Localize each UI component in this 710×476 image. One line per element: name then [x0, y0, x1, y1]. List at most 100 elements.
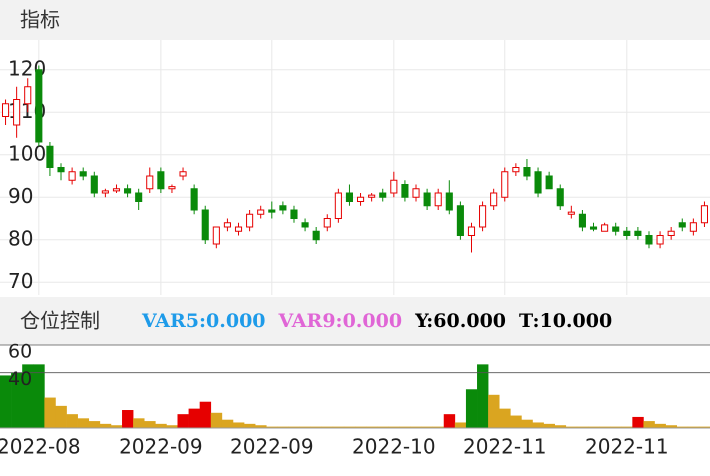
- bar: [232, 422, 245, 428]
- bar: [244, 423, 256, 428]
- candle-body: [601, 224, 609, 232]
- candle-body: [368, 194, 376, 198]
- bar: [632, 416, 644, 428]
- x-tick-label: 2022-10: [352, 435, 436, 459]
- bar: [188, 408, 200, 428]
- candle-body: [390, 179, 398, 194]
- candle-body: [645, 235, 653, 245]
- bar: [122, 410, 134, 428]
- bar: [199, 401, 212, 428]
- bar: [532, 422, 544, 428]
- candle-body: [223, 222, 231, 228]
- bar: [299, 426, 311, 428]
- bar: [155, 423, 167, 428]
- bar: [499, 408, 511, 428]
- bar: [255, 425, 267, 428]
- indicator-bar: [0, 297, 710, 345]
- candle-body: [279, 205, 287, 211]
- candle-body: [201, 209, 209, 241]
- candle-body: [445, 192, 453, 211]
- candle-body: [68, 171, 76, 181]
- bar: [477, 364, 489, 428]
- candle-body: [634, 230, 642, 236]
- bar: [210, 412, 223, 428]
- y-tick-label: 60: [8, 341, 32, 363]
- x-tick-label: 2022-09: [230, 435, 314, 459]
- candle-body: [46, 145, 54, 168]
- bar: [576, 426, 589, 428]
- candle-body: [678, 222, 686, 228]
- candle-body: [124, 188, 132, 194]
- candle-body: [135, 192, 143, 202]
- bar: [432, 426, 445, 428]
- candle-body: [35, 69, 43, 143]
- candle-body: [146, 175, 154, 190]
- candle-body: [423, 192, 431, 207]
- bar: [621, 426, 633, 428]
- candle-body: [612, 226, 620, 232]
- candle-body: [190, 188, 198, 211]
- y-tick-label: 100: [8, 141, 46, 165]
- bar: [510, 415, 522, 428]
- bar: [110, 425, 123, 428]
- candle-body: [700, 205, 709, 224]
- x-tick-label: 2022-11: [463, 435, 547, 459]
- bar: [288, 426, 300, 428]
- candle-body: [623, 230, 631, 236]
- x-tick-label: 2022-11: [585, 435, 669, 459]
- bar: [343, 426, 356, 428]
- candle-body: [356, 196, 365, 202]
- candle-body: [212, 226, 220, 245]
- bar: [44, 397, 56, 428]
- bar: [377, 426, 389, 428]
- candle-body: [24, 86, 32, 105]
- bar: [0, 375, 12, 428]
- bar: [676, 426, 689, 428]
- bar: [11, 372, 23, 428]
- bar: [687, 426, 700, 428]
- bar: [443, 414, 456, 428]
- candle-body: [456, 205, 464, 236]
- bar: [610, 426, 622, 428]
- bar: [221, 419, 234, 428]
- bar: [22, 364, 34, 428]
- bar: [454, 422, 467, 428]
- candle-body: [434, 192, 442, 207]
- candle-body: [578, 213, 586, 228]
- bar: [654, 423, 666, 428]
- indicator: VAR5:0.000: [141, 310, 266, 332]
- bar: [388, 426, 400, 428]
- candle-body: [79, 171, 87, 177]
- candle-body: [1, 103, 10, 117]
- candle-body: [467, 226, 476, 236]
- candle-body: [234, 226, 243, 232]
- bar: [410, 426, 422, 428]
- bar: [99, 423, 112, 428]
- candle-body: [101, 190, 109, 194]
- bar: [643, 421, 655, 428]
- indicator: VAR9:0.000: [278, 310, 403, 332]
- bar: [543, 423, 555, 428]
- bar: [166, 425, 178, 428]
- candle-body: [246, 213, 254, 228]
- bar: [399, 426, 411, 428]
- bar: [88, 421, 101, 428]
- candle-body: [112, 188, 121, 192]
- candle-body: [567, 211, 575, 215]
- header-bar: [0, 0, 710, 40]
- bar: [355, 426, 367, 428]
- y-tick-label: 70: [8, 269, 33, 293]
- candle-body: [312, 230, 320, 241]
- bar: [565, 426, 578, 428]
- bar: [554, 425, 567, 428]
- candle-body: [479, 205, 487, 228]
- bar: [77, 418, 90, 428]
- candle-body: [689, 222, 697, 232]
- candle-body: [501, 171, 509, 198]
- candle-body: [290, 209, 298, 219]
- candle-body: [334, 192, 342, 219]
- bar: [321, 426, 334, 428]
- candle-body: [179, 171, 187, 177]
- bar: [277, 426, 289, 428]
- bar: [366, 426, 378, 428]
